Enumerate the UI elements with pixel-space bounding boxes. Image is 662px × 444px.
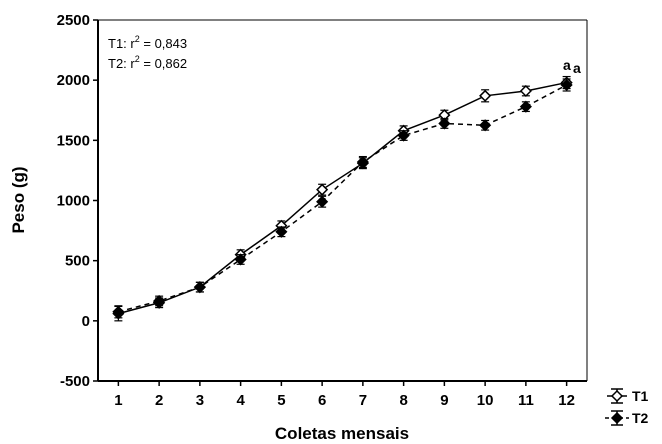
x-axis-ticks: 1 2 3 4 5 6 7 8 9 10 11 12 <box>114 381 575 409</box>
y-tick-label: 2000 <box>57 72 90 89</box>
data-point-t2 <box>275 225 288 238</box>
x-tick-label: 6 <box>318 392 326 409</box>
annotation-t1: T1: r2 = 0,843 <box>108 34 187 51</box>
y-axis-title: Peso (g) <box>9 166 28 233</box>
y-tick-label: 1000 <box>57 193 90 210</box>
y-tick-label: 1500 <box>57 132 90 149</box>
x-tick-label: 4 <box>236 392 245 409</box>
legend-label-t1: T1 <box>632 388 649 404</box>
data-point-t2 <box>234 253 247 266</box>
x-tick-label: 5 <box>277 392 285 409</box>
x-tick-label: 12 <box>558 392 575 409</box>
series-line-t2 <box>118 84 567 313</box>
marker-t2 <box>275 225 288 238</box>
data-point-t2 <box>356 155 369 169</box>
legend-label-t2: T2 <box>632 410 649 426</box>
marker-t2 <box>112 305 125 318</box>
series-layer <box>112 75 573 322</box>
x-tick-label: 10 <box>477 392 494 409</box>
data-point-t1 <box>479 89 492 103</box>
x-tick-label: 7 <box>359 392 367 409</box>
data-point-t2 <box>479 119 492 132</box>
annotation-t2: T2: r2 = 0,862 <box>108 54 187 71</box>
marker-t2 <box>560 78 573 92</box>
data-point-t2 <box>397 129 410 142</box>
legend-item-t1: T1 <box>607 388 649 404</box>
marker-t2 <box>193 281 206 294</box>
x-tick-label: 11 <box>518 392 534 409</box>
data-point-t2 <box>316 195 329 208</box>
data-point-t2 <box>153 294 166 308</box>
marker-t2 <box>234 253 247 266</box>
y-tick-label: 0 <box>82 313 90 330</box>
legend-marker-t1 <box>610 389 624 403</box>
data-point-t1 <box>316 183 329 196</box>
significance-label-t2: a <box>573 60 581 76</box>
marker-t2 <box>356 155 369 169</box>
y-tick-label: 500 <box>65 253 90 270</box>
data-point-t1 <box>519 84 532 98</box>
marker-t2 <box>479 119 492 132</box>
data-point-t1 <box>438 109 451 122</box>
marker-t2 <box>316 195 329 208</box>
legend-item-t2: T2 <box>605 410 649 426</box>
data-point-t2 <box>112 305 125 319</box>
marker-t2 <box>438 117 451 130</box>
x-tick-label: 1 <box>114 392 122 409</box>
data-point-t2 <box>519 100 532 113</box>
y-tick-label: -500 <box>60 373 90 390</box>
x-tick-label: 3 <box>196 392 204 409</box>
marker-t2 <box>153 294 166 308</box>
y-tick-label: 2500 <box>57 12 90 29</box>
marker-t1 <box>519 84 532 98</box>
x-tick-label: 8 <box>399 392 407 409</box>
marker-t2 <box>397 129 410 142</box>
significance-label-t1: a <box>563 57 571 73</box>
data-point-t2 <box>193 281 206 294</box>
data-point-t2 <box>560 78 573 92</box>
data-point-t2 <box>438 117 451 130</box>
marker-t1 <box>479 89 492 102</box>
x-tick-label: 9 <box>440 392 448 409</box>
marker-t2 <box>519 100 532 113</box>
marker-t1 <box>316 183 329 196</box>
legend-marker-t2 <box>610 411 624 425</box>
x-axis-title: Coletas mensais <box>275 424 409 443</box>
legend: T1 T2 <box>605 388 649 426</box>
y-axis-ticks: -500 0 500 1000 1500 2000 2500 <box>57 12 98 390</box>
series-line-t1 <box>118 81 567 315</box>
x-tick-label: 2 <box>155 392 163 409</box>
